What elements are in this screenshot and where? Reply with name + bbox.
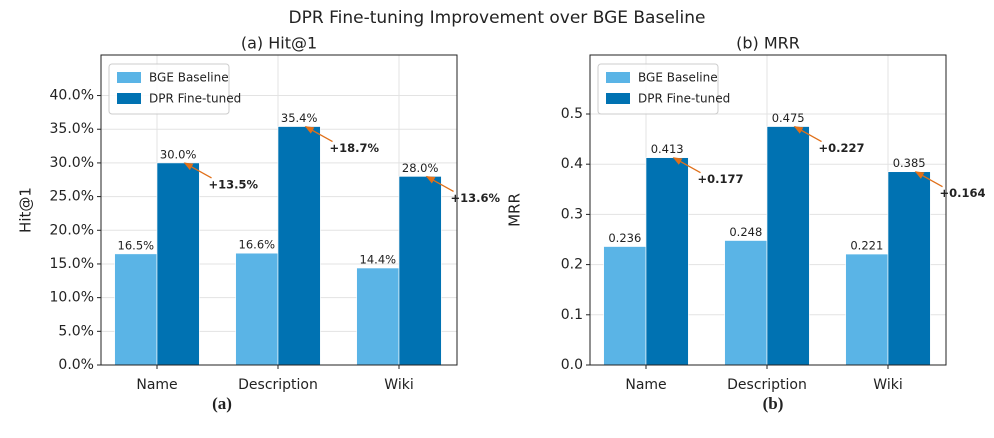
annotation: +13.6% [451,191,501,205]
annotation: +0.177 [698,172,744,186]
bar [603,246,647,366]
value-label: 14.4% [360,252,397,266]
subplot-title: (a) Hit@1 [241,34,317,53]
bar [645,157,689,366]
y-tick-label: 0.0% [58,357,94,373]
annotation-arrow [793,125,822,143]
legend-swatch [117,72,141,83]
legend-swatch [606,93,630,104]
x-tick-label: Wiki [873,377,902,393]
y-tick-label: 30.0% [50,155,94,171]
plot-frame [100,54,458,366]
annotation-arrow [183,162,212,179]
legend-label: BGE Baseline [638,71,718,85]
annotation: +18.7% [330,141,380,155]
annotation-arrow [304,125,333,143]
y-tick-label: 5.0% [58,323,94,339]
y-tick-label: 0.2 [561,257,583,273]
value-label: 30.0% [160,147,197,161]
bar [887,171,931,366]
value-label: 0.385 [893,156,926,170]
x-tick-label: Description [727,377,807,393]
legend-swatch [606,72,630,83]
legend-label: BGE Baseline [149,71,229,85]
bar [766,126,810,366]
value-label: 16.6% [239,238,276,252]
bar [845,253,889,366]
caption: (a) [212,394,232,413]
caption: (b) [763,394,784,413]
y-tick-label: 0.3 [561,206,583,222]
value-label: 28.0% [402,161,439,175]
subplot-title: (b) MRR [736,34,800,53]
y-tick-label: 0.5 [561,106,583,122]
y-axis-label: MRR [506,193,524,227]
y-tick-label: 20.0% [50,222,94,238]
bar [356,267,400,366]
plot-frame [589,54,947,366]
x-tick-label: Description [238,377,318,393]
y-tick-label: 40.0% [50,88,94,104]
y-tick-label: 0.1 [561,307,583,323]
y-tick-label: 15.0% [50,256,94,272]
legend-label: DPR Fine-tuned [638,92,730,106]
annotation-arrow [672,157,701,174]
x-tick-label: Wiki [384,377,413,393]
value-label: 35.4% [281,111,318,125]
y-tick-label: 35.0% [50,121,94,137]
value-label: 0.221 [850,239,883,253]
annotation: +0.164 [940,186,986,200]
y-tick-label: 10.0% [50,290,94,306]
figure-title: DPR Fine-tuning Improvement over BGE Bas… [289,8,706,28]
value-label: 0.248 [729,225,762,239]
legend-label: DPR Fine-tuned [149,92,241,106]
x-tick-label: Name [625,377,666,393]
bar [724,240,768,366]
y-tick-label: 0.0 [561,357,583,373]
bar [277,126,321,366]
subplot: (b) MRR MRR 0.0 0.1 0.2 0.3 0.4 0.5 Name 0.236 0.4… [506,34,986,394]
bar [156,162,200,366]
x-tick-label: Name [136,377,177,393]
annotation-arrow [914,171,943,188]
value-label: 0.413 [651,142,684,156]
bar [235,252,279,366]
annotation: +0.227 [819,141,865,155]
y-tick-label: 0.4 [561,156,583,172]
bar [398,176,442,366]
legend-swatch [117,93,141,104]
annotation-arrow [425,175,454,192]
y-tick-label: 25.0% [50,189,94,205]
subplot: (a) Hit@1 Hit@1 0.0% 5.0% 10.0% 15.0% 20.0% 25.… [17,34,501,394]
bar [114,253,158,366]
value-label: 16.5% [118,238,155,252]
y-axis-label: Hit@1 [17,187,35,233]
annotation: +13.5% [209,177,259,191]
value-label: 0.475 [772,111,805,125]
value-label: 0.236 [608,231,641,245]
